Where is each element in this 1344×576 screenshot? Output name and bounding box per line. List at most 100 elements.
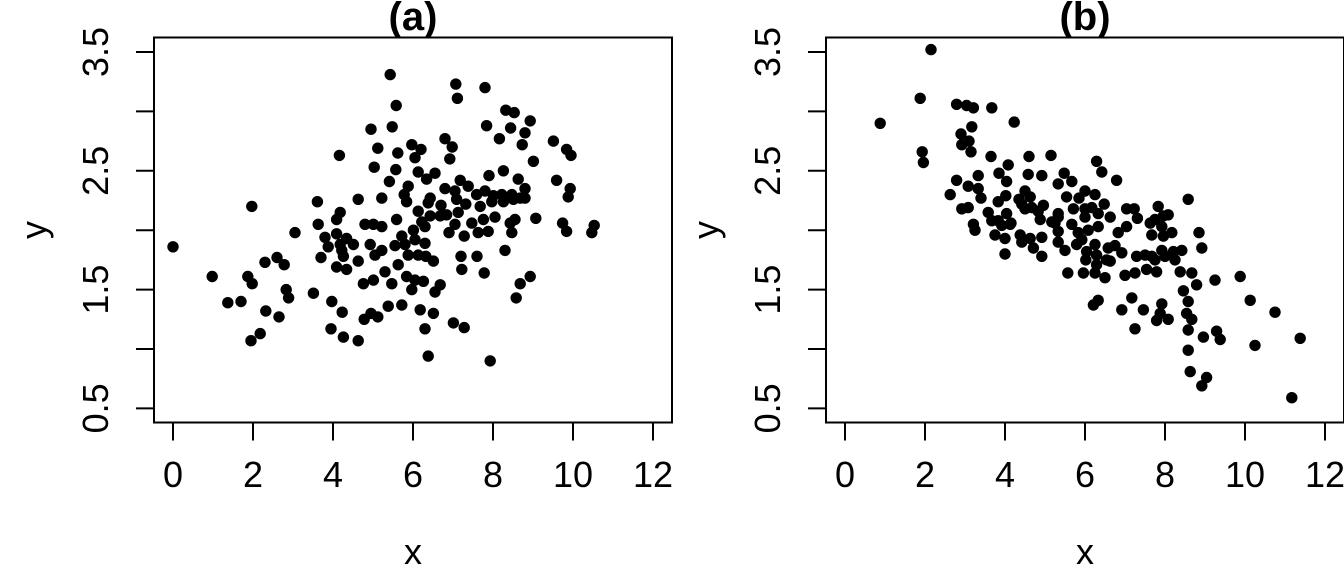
data-point [493, 133, 506, 145]
data-point [337, 331, 350, 343]
data-point [326, 295, 338, 308]
data-point [435, 199, 447, 211]
data-point [1209, 274, 1221, 286]
data-point [1023, 150, 1035, 163]
data-point [1002, 159, 1014, 171]
data-point [419, 220, 431, 233]
data-point [412, 205, 424, 217]
data-point [1193, 226, 1205, 239]
x-tick-label: 8 [483, 454, 503, 495]
data-point [1000, 207, 1013, 220]
panel-a-x-axis-label: x [404, 531, 422, 572]
data-point [1080, 245, 1093, 258]
data-point [1137, 304, 1150, 316]
data-point [1037, 199, 1050, 211]
data-point [497, 165, 510, 177]
y-axis-ticks-a [136, 51, 154, 410]
data-point [319, 231, 331, 243]
data-point [330, 228, 343, 240]
data-point [271, 251, 283, 264]
data-point [917, 156, 930, 169]
data-point [352, 335, 364, 347]
data-point [1157, 230, 1170, 242]
data-point [1177, 285, 1190, 297]
data-point [547, 135, 560, 147]
data-point [507, 193, 520, 205]
data-point [368, 161, 380, 173]
data-point [530, 212, 542, 224]
data-point [956, 139, 968, 151]
data-point [499, 244, 511, 257]
data-point [390, 213, 403, 226]
data-point [311, 196, 324, 208]
data-point [965, 146, 977, 158]
data-point [439, 133, 451, 145]
data-point [470, 188, 483, 201]
panel-b-x-axis-label: x [1076, 531, 1094, 572]
data-point [1008, 116, 1020, 128]
data-point [1079, 211, 1091, 223]
data-point [1066, 175, 1078, 188]
data-point [386, 278, 398, 290]
x-tick-label: 12 [633, 454, 673, 495]
data-point [462, 180, 474, 192]
data-point [1150, 266, 1163, 278]
data-point [347, 238, 360, 251]
data-point [382, 300, 394, 312]
data-point [1190, 279, 1203, 291]
data-point [384, 68, 396, 81]
data-point [524, 115, 536, 127]
data-point [471, 250, 483, 262]
data-point [1077, 267, 1090, 279]
data-point [1146, 250, 1158, 262]
data-point [443, 226, 455, 239]
data-point [340, 263, 353, 276]
data-point [1182, 324, 1194, 336]
data-point [458, 230, 470, 242]
data-point [1167, 245, 1180, 258]
data-point [1073, 192, 1085, 204]
x-tick-label: 4 [323, 454, 343, 495]
data-point [508, 106, 520, 119]
data-point [1036, 231, 1048, 243]
data-point [429, 167, 441, 179]
data-point [358, 313, 370, 325]
data-point [455, 250, 467, 262]
y-tick-label: 0.5 [75, 383, 116, 433]
y-tick-label: 2.5 [747, 146, 788, 196]
data-point [560, 225, 573, 238]
panel-b: 0 2 4 6 8 10 12 0.5 1.5 2.5 3.5 (b) x y [685, 0, 1344, 572]
data-point [260, 305, 272, 317]
data-point [967, 102, 980, 114]
data-point [1016, 236, 1028, 248]
data-point [1244, 294, 1256, 306]
data-point [452, 206, 464, 219]
data-point [1059, 244, 1071, 257]
data-point [986, 215, 998, 227]
data-point [439, 182, 451, 195]
data-point [1214, 333, 1226, 346]
data-point [1286, 392, 1298, 404]
data-point [206, 270, 218, 283]
panel-b-title: (b) [1059, 0, 1110, 39]
data-point [586, 226, 598, 239]
data-point [365, 123, 377, 135]
data-point [966, 121, 978, 133]
data-point [514, 278, 526, 290]
data-point [950, 174, 963, 186]
data-point [392, 259, 404, 271]
data-point [506, 226, 518, 239]
data-point [1090, 155, 1103, 167]
data-point [1174, 266, 1186, 278]
data-point [972, 169, 984, 182]
data-point [456, 263, 468, 276]
data-point [516, 139, 528, 151]
x-axis-ticks-b [844, 422, 1326, 441]
data-point [372, 142, 384, 154]
data-point [512, 173, 524, 185]
data-point [402, 249, 414, 261]
data-point [989, 229, 1001, 241]
x-tick-label: 4 [995, 454, 1015, 495]
